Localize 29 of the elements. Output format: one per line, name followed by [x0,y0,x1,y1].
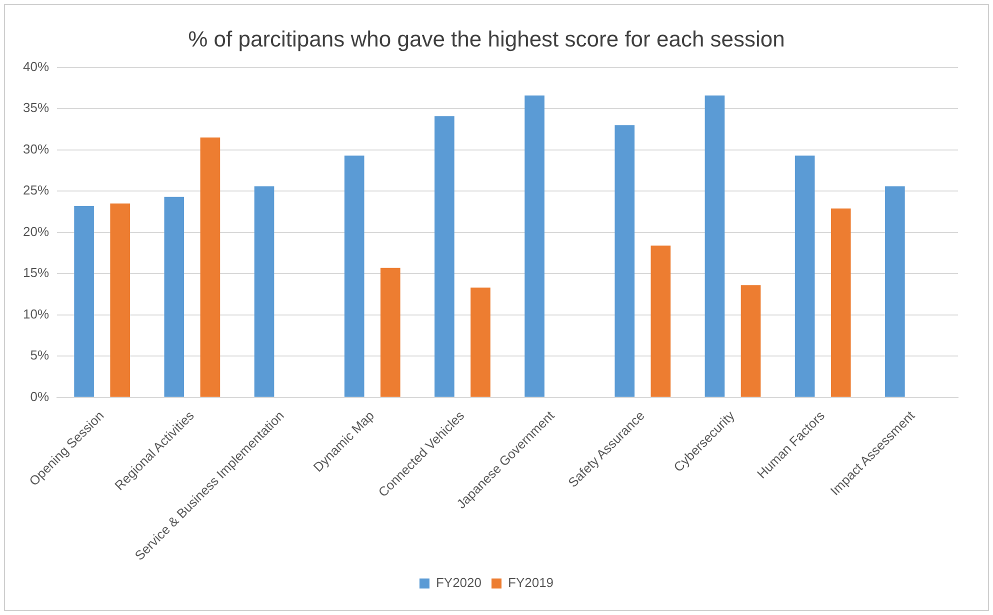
bar [650,246,671,397]
legend-label: FY2020 [436,575,482,590]
bar [524,95,544,397]
bar [704,95,725,397]
bar [885,186,905,397]
y-tick-label: 35% [22,100,50,116]
chart-title: % of parcitipans who gave the highest score for each session [188,26,785,52]
y-tick-label: 25% [22,182,50,198]
bar [470,288,490,397]
bar [614,125,635,397]
bar [434,116,454,397]
y-tick-label: 30% [22,141,50,156]
bar [794,156,815,397]
y-tick-label: 20% [22,224,50,239]
bar [164,196,184,397]
y-tick-label: 10% [22,306,50,322]
bar [740,285,761,397]
bar [344,156,364,397]
bar [380,268,400,397]
bar [830,208,851,397]
y-tick-label: 5% [30,348,50,363]
bar [110,204,130,397]
bar [74,206,94,397]
y-tick-label: 0% [30,388,50,404]
bar [254,186,274,397]
bar [200,138,220,397]
legend-label: FY2019 [508,575,554,590]
y-tick-label: 15% [22,265,50,280]
y-tick-label: 40% [22,58,50,74]
